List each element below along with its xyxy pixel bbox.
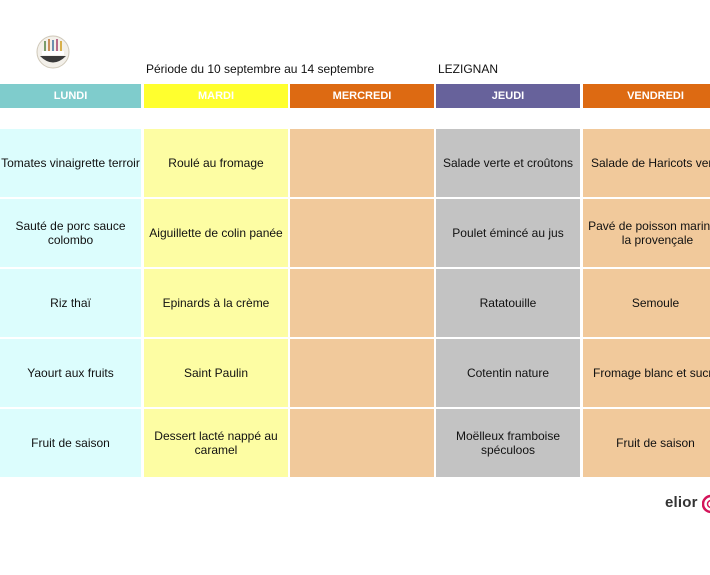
period-text: Période du 10 septembre au 14 septembre [146,62,375,76]
menu-cell-mercredi-entree [290,129,434,197]
menu-cell-lundi-accompagnement: Riz thaï [0,269,141,337]
elior-logo-icon [702,494,710,514]
menu-cell-vendredi-laitage: Fromage blanc et sucre [583,339,710,407]
menu-cell-lundi-plat: Sauté de porc sauce colombo [0,199,141,267]
menu-cell-lundi-dessert: Fruit de saison [0,409,141,477]
day-header-mardi: MARDI [144,84,288,108]
menu-cell-vendredi-dessert: Fruit de saison [583,409,710,477]
menu-cell-jeudi-entree: Salade verte et croûtons [436,129,580,197]
menu-cell-mardi-accompagnement: Epinards à la crème [144,269,288,337]
day-header-mercredi: MERCREDI [290,84,434,108]
menu-cell-mercredi-plat [290,199,434,267]
menu-cell-jeudi-laitage: Cotentin nature [436,339,580,407]
menu-cell-jeudi-dessert: Moëlleux framboise spéculoos [436,409,580,477]
menu-cell-vendredi-accompagnement: Semoule [583,269,710,337]
menu-cell-mercredi-laitage [290,339,434,407]
menu-cell-jeudi-plat: Poulet émincé au jus [436,199,580,267]
menu-cell-jeudi-accompagnement: Ratatouille [436,269,580,337]
menu-cell-mardi-laitage: Saint Paulin [144,339,288,407]
location-text: LEZIGNAN [438,62,499,76]
day-header-jeudi: JEUDI [436,84,580,108]
menu-cell-mercredi-dessert [290,409,434,477]
day-header-vendredi: VENDREDI [583,84,710,108]
menu-cell-lundi-entree: Tomates vinaigrette terroir [0,129,141,197]
menu-cell-mardi-dessert: Dessert lacté nappé au caramel [144,409,288,477]
menu-cell-lundi-laitage: Yaourt aux fruits [0,339,141,407]
menu-cell-mardi-plat: Aiguillette de colin panée [144,199,288,267]
restaurant-logo-icon [36,35,70,69]
menu-cell-vendredi-entree: Salade de Haricots verts [583,129,710,197]
elior-logo-text: elior [665,494,698,511]
menu-cell-mardi-entree: Roulé au fromage [144,129,288,197]
menu-cell-vendredi-plat: Pavé de poisson mariné à la provençale [583,199,710,267]
menu-cell-mercredi-accompagnement [290,269,434,337]
day-header-lundi: LUNDI [0,84,141,108]
